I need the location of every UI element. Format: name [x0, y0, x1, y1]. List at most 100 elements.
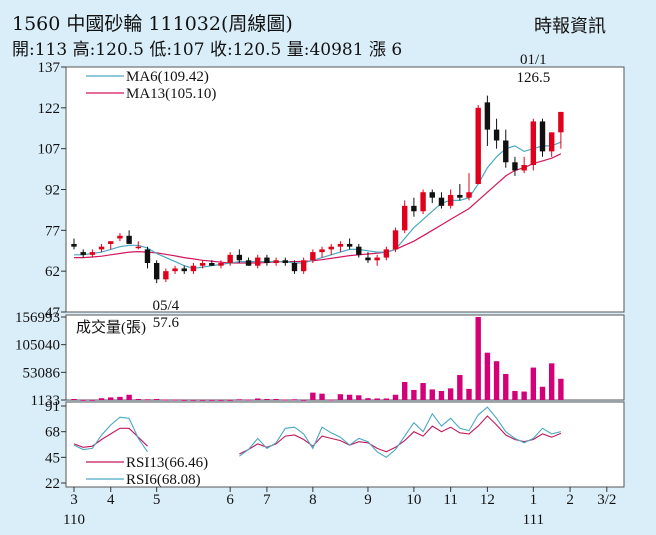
x-tick-label: 3	[70, 492, 78, 508]
candle-body	[438, 197, 445, 206]
x-tick-label: 2	[566, 492, 574, 508]
volume-bar	[539, 386, 546, 400]
volume-bar	[153, 399, 160, 401]
ma13-legend-label: MA13(105.10)	[126, 86, 216, 102]
volume-bar	[558, 378, 564, 400]
high-value-label: 126.5	[516, 70, 550, 86]
price-ytick-label: 77	[45, 223, 61, 239]
x-tick-label: 12	[480, 492, 495, 508]
volume-ytick-label: 1133	[31, 393, 60, 409]
volume-bar	[310, 392, 316, 400]
candle-body	[264, 257, 270, 263]
x-tick-label: 1	[530, 492, 538, 508]
low-value-label: 57.6	[153, 315, 180, 331]
volume-bar	[420, 383, 426, 400]
candle-body	[172, 268, 178, 272]
volume-ytick-label: 53086	[23, 365, 61, 381]
candle-body	[98, 246, 105, 250]
candle-body	[365, 257, 371, 261]
price-ytick-label: 137	[38, 60, 61, 76]
volume-bar	[71, 399, 77, 401]
x-tick-label: 4	[107, 492, 115, 508]
volume-bar	[548, 363, 555, 400]
volume-bar	[291, 399, 298, 401]
candle-body	[548, 132, 555, 152]
candle-body	[539, 121, 546, 152]
volume-bar	[227, 399, 233, 401]
year-label: 110	[63, 512, 85, 528]
volume-bar	[530, 367, 537, 400]
x-tick-label: 5	[153, 492, 161, 508]
rsi6-line	[73, 406, 562, 458]
volume-bar	[209, 399, 215, 401]
candle-body	[181, 268, 187, 272]
volume-bar	[245, 399, 252, 401]
high-date-label: 01/1	[520, 52, 547, 68]
volume-bar	[475, 317, 481, 400]
candle-body	[503, 140, 509, 163]
candle-body	[291, 263, 298, 272]
volume-bar	[264, 399, 270, 401]
candle-body	[530, 121, 537, 165]
volume-bar	[392, 394, 399, 400]
volume-bar	[374, 398, 380, 400]
price-ytick-label: 107	[38, 142, 61, 158]
volume-bar	[126, 394, 132, 400]
volume-bar	[300, 399, 307, 401]
volume-bar	[429, 389, 435, 400]
candle-body	[153, 263, 160, 280]
candle-body	[144, 249, 151, 263]
candle-body	[126, 235, 132, 244]
volume-bar	[108, 397, 114, 400]
candle-body	[392, 230, 399, 250]
volume-bar	[89, 399, 96, 401]
candle-body	[310, 252, 316, 261]
x-tick-label: 10	[406, 492, 421, 508]
volume-title: 成交量(張)	[76, 318, 146, 336]
rsi-ytick-label: 45	[45, 450, 60, 466]
volume-bar	[512, 391, 518, 400]
volume-bar	[346, 394, 353, 400]
volume-bar	[163, 399, 169, 401]
volume-bar	[328, 399, 334, 401]
price-ytick-label: 62	[45, 264, 60, 280]
candle-body	[512, 162, 518, 171]
candle-body	[484, 102, 491, 130]
x-tick-label: 6	[226, 492, 234, 508]
candle-body	[521, 165, 527, 171]
low-date-label: 05/4	[153, 298, 180, 314]
volume-bar	[402, 381, 408, 400]
volume-bar	[457, 375, 463, 400]
volume-bar	[80, 399, 86, 401]
candle-body	[447, 194, 454, 206]
volume-bar	[319, 393, 325, 400]
candle-body	[199, 263, 206, 266]
rsi-ytick-label: 22	[45, 476, 60, 492]
volume-bar	[172, 399, 178, 401]
candle-body	[337, 243, 344, 247]
candle-body	[218, 263, 224, 266]
x-tick-label: 11	[443, 492, 457, 508]
candle-body	[558, 111, 564, 133]
price-summary: 開:113 高:120.5 低:107 收:120.5 量:40981 漲 6	[12, 40, 402, 60]
ma6-legend-label: MA6(109.42)	[126, 69, 209, 85]
rsi-panel	[65, 401, 625, 488]
x-tick-label: 3/2	[597, 492, 616, 508]
candle-body	[163, 271, 169, 280]
candle-body	[255, 257, 261, 266]
candle-body	[374, 257, 380, 261]
candle-body	[356, 246, 362, 255]
volume-bar	[181, 399, 187, 401]
candle-body	[245, 260, 252, 266]
candle-body	[420, 192, 426, 212]
candle-body	[190, 265, 197, 272]
year-label: 111	[523, 512, 544, 528]
candle-body	[89, 252, 96, 255]
candle-body	[236, 254, 243, 261]
price-ytick-label: 47	[45, 305, 61, 321]
price-ytick-label: 92	[45, 183, 60, 199]
candle-body	[328, 246, 334, 250]
source-label: 時報資訊	[534, 16, 606, 37]
volume-bar	[365, 398, 371, 400]
